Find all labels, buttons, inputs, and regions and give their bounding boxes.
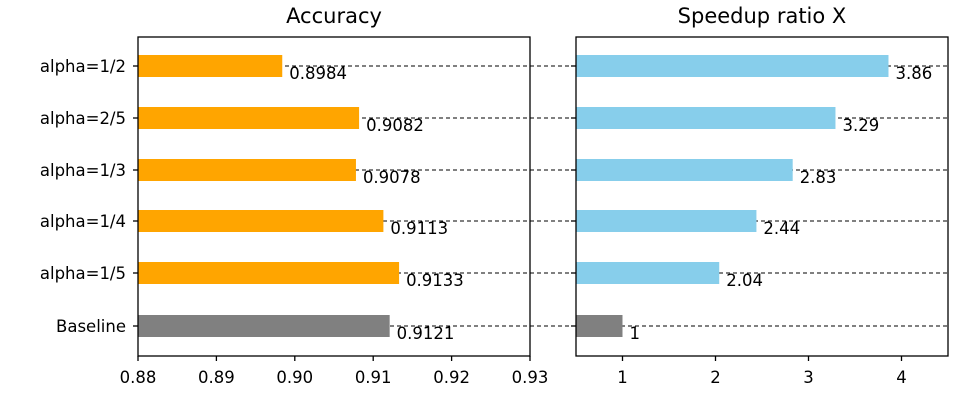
- row-guide-lines: [138, 65, 948, 327]
- category-label: alpha=1/4: [40, 212, 126, 231]
- bar-value-label: 2.44: [763, 219, 800, 238]
- bar: [138, 107, 360, 129]
- bar-value-label: 2.04: [726, 271, 763, 290]
- bar-value-label: 0.8984: [289, 64, 347, 83]
- x-tick-label: 3: [803, 368, 814, 387]
- bar: [576, 159, 793, 181]
- bar-value-label: 2.83: [800, 168, 837, 187]
- panel-title: Accuracy: [286, 4, 382, 28]
- bar-value-label: 0.9113: [390, 219, 448, 238]
- x-tick-label: 2: [710, 368, 721, 387]
- x-tick-label: 0.93: [512, 368, 549, 387]
- x-tick-label: 4: [896, 368, 907, 387]
- bar: [138, 262, 400, 284]
- category-label: alpha=1/2: [40, 57, 126, 76]
- bar-value-label: 3.86: [895, 64, 932, 83]
- bar: [138, 159, 356, 181]
- x-tick-label: 0.92: [433, 368, 470, 387]
- x-tick-label: 1: [617, 368, 628, 387]
- bar-value-label: 3.29: [842, 116, 879, 135]
- x-tick-label: 0.90: [276, 368, 313, 387]
- panel-title: Speedup ratio X: [678, 4, 847, 28]
- category-label: alpha=1/5: [40, 264, 126, 283]
- bar-value-label: 0.9078: [363, 168, 421, 187]
- plot-frame: [137, 36, 531, 357]
- bar: [138, 210, 384, 232]
- bar: [138, 315, 390, 337]
- x-tick-label: 0.88: [120, 368, 157, 387]
- bar-value-label: 1: [630, 324, 641, 343]
- bar: [576, 210, 757, 232]
- category-label: Baseline: [56, 317, 126, 336]
- bar-value-label: 0.9121: [397, 324, 455, 343]
- bar: [576, 262, 720, 284]
- bar-value-label: 0.9082: [366, 116, 424, 135]
- bar: [576, 315, 623, 337]
- bar: [576, 55, 889, 77]
- speedup-panel: Speedup ratio X 3.86 3.29 2.83 2.44 2.04 1 1 2 3 4: [571, 4, 949, 387]
- x-tick-label: 0.89: [198, 368, 235, 387]
- category-label: alpha=2/5: [40, 109, 126, 128]
- bar: [138, 55, 283, 77]
- x-tick-label: 0.91: [355, 368, 392, 387]
- accuracy-panel: Accuracy 0.8984 0.9082 0.9078 0.9113 0.9133 0.…: [40, 4, 549, 387]
- bar-value-label: 0.9133: [406, 271, 464, 290]
- bar: [576, 107, 836, 129]
- plot-frame: [575, 36, 949, 357]
- category-label: alpha=1/3: [40, 161, 126, 180]
